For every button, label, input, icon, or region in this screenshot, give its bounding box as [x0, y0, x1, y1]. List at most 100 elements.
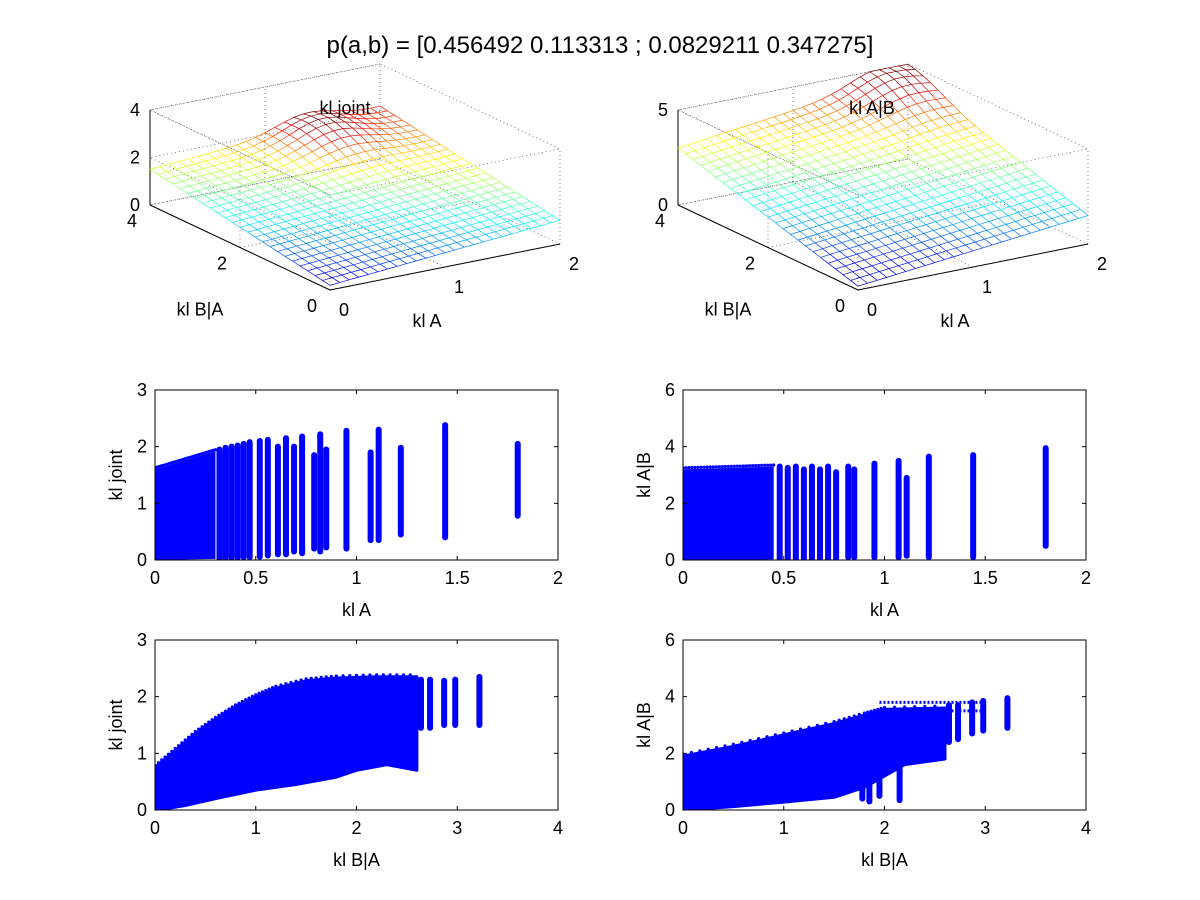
mesh-segment [948, 241, 957, 249]
mesh-segment [833, 160, 844, 164]
mesh-segment [258, 158, 267, 165]
mesh-segment [1022, 224, 1033, 228]
mesh-segment [839, 136, 848, 143]
mesh-segment [401, 152, 410, 159]
mesh-segment [325, 235, 336, 239]
mesh-segment [1020, 232, 1031, 237]
mesh-segment [1046, 200, 1057, 205]
mesh-segment [480, 187, 489, 193]
mesh-segment [896, 159, 905, 167]
mesh-segment [811, 219, 820, 226]
mesh-segment [923, 230, 934, 234]
mesh-segment [850, 162, 861, 167]
mesh-segment [255, 132, 266, 138]
mesh-segment [725, 129, 736, 133]
mesh-segment [857, 213, 866, 220]
mesh-segment [323, 134, 332, 143]
mesh-segment [493, 201, 504, 206]
mesh-segment [508, 211, 519, 215]
mesh-segment [446, 244, 455, 251]
mesh-segment [872, 100, 881, 109]
mesh-segment [890, 183, 901, 187]
mesh-segment [755, 152, 766, 156]
mesh-segment [953, 253, 964, 258]
mesh-segment [329, 149, 339, 154]
mesh-segment [149, 166, 160, 170]
data-point [354, 673, 359, 678]
mesh-segment [891, 144, 900, 152]
mesh-segment [792, 148, 802, 153]
mesh-segment [287, 211, 298, 215]
mesh-segment [774, 190, 782, 197]
mesh-segment [773, 116, 782, 124]
mesh-segment [305, 177, 316, 182]
mesh-segment [424, 227, 435, 232]
mesh-segment [974, 168, 983, 175]
mesh-segment [243, 212, 252, 218]
mesh-segment [1053, 206, 1064, 210]
mesh-segment [978, 150, 987, 157]
mesh-segment [204, 192, 215, 197]
mesh-segment [291, 119, 302, 126]
data-point [388, 673, 392, 677]
mesh-segment [814, 239, 825, 244]
data-point [309, 676, 313, 680]
y-tick-label: 1 [137, 493, 147, 513]
mesh-segment [498, 216, 507, 222]
mesh-segment [957, 162, 968, 166]
mesh-segment [337, 190, 348, 194]
mesh-segment [911, 82, 921, 85]
mesh-segment [288, 240, 297, 247]
mesh-segment [948, 124, 957, 133]
mesh-segment [271, 236, 282, 240]
mesh-segment [809, 154, 817, 162]
mesh-segment [201, 175, 209, 182]
mesh-segment [942, 153, 951, 160]
mesh-segment [982, 170, 992, 175]
mesh-segment [998, 215, 1009, 219]
mesh-segment [937, 89, 946, 99]
x-tick-label: 2 [553, 568, 563, 588]
mesh-segment [1040, 188, 1049, 196]
mesh-segment [216, 182, 226, 186]
mesh-segment [878, 198, 887, 205]
mesh-segment [219, 205, 228, 211]
mesh-segment [850, 280, 859, 287]
mesh-segment [853, 230, 862, 237]
mesh-segment [1033, 179, 1044, 184]
mesh-segment [291, 196, 302, 200]
mesh-segment [825, 198, 834, 206]
mesh-segment [836, 227, 845, 235]
mesh-segment [995, 150, 1006, 154]
mesh-segment [225, 182, 234, 189]
mesh-segment [965, 244, 974, 252]
mesh-segment [836, 186, 845, 194]
mesh-segment [331, 274, 342, 279]
mesh-segment [276, 223, 284, 230]
mesh-segment [831, 169, 842, 173]
mesh-segment [458, 173, 467, 179]
mesh-segment [289, 203, 300, 207]
mesh-segment [896, 271, 907, 275]
mesh-segment [418, 250, 429, 254]
mesh-segment [540, 222, 551, 227]
mesh-segment [275, 155, 286, 161]
mesh-segment [301, 119, 309, 124]
mesh-segment [418, 253, 427, 259]
mesh-segment [839, 248, 850, 252]
mesh-segment [478, 192, 489, 196]
mesh-segment [431, 173, 440, 180]
mesh-segment [985, 197, 994, 205]
mesh-segment [525, 215, 534, 222]
mesh-segment [334, 267, 344, 271]
data-point [711, 465, 715, 469]
mesh-segment [495, 194, 506, 198]
mesh-segment [931, 238, 940, 246]
mesh-segment [237, 172, 246, 178]
data-point [408, 673, 412, 677]
mesh-segment [943, 186, 952, 193]
mesh-segment [378, 134, 387, 142]
mesh-segment [377, 206, 388, 211]
mesh-segment [804, 172, 813, 179]
y-axis-line [149, 204, 331, 291]
